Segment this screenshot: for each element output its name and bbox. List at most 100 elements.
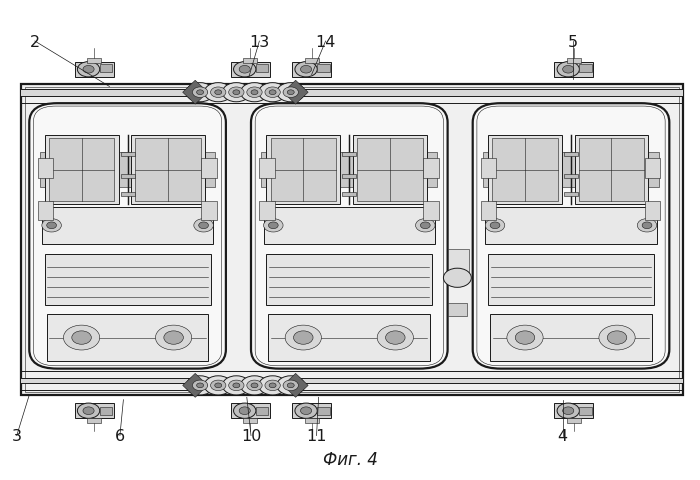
Circle shape xyxy=(223,84,251,103)
Circle shape xyxy=(259,376,286,395)
Circle shape xyxy=(642,223,652,229)
Bar xyxy=(256,407,268,416)
Circle shape xyxy=(194,219,214,232)
Bar xyxy=(483,153,659,187)
Circle shape xyxy=(263,219,283,232)
Bar xyxy=(575,136,648,204)
Bar xyxy=(304,419,318,423)
Bar xyxy=(292,403,331,419)
Bar xyxy=(135,139,201,202)
Bar xyxy=(120,193,134,197)
Circle shape xyxy=(251,383,258,388)
Bar xyxy=(263,207,435,244)
Circle shape xyxy=(259,84,286,103)
Circle shape xyxy=(193,380,208,391)
Circle shape xyxy=(234,403,256,419)
Circle shape xyxy=(515,331,535,345)
Circle shape xyxy=(72,331,91,345)
Circle shape xyxy=(269,383,276,388)
Text: 6: 6 xyxy=(115,428,125,443)
Circle shape xyxy=(42,219,62,232)
Circle shape xyxy=(386,331,405,345)
Bar xyxy=(120,153,134,157)
Circle shape xyxy=(269,91,276,96)
Circle shape xyxy=(247,380,262,391)
Bar xyxy=(579,139,644,202)
Bar xyxy=(488,136,562,204)
Circle shape xyxy=(300,407,312,415)
Bar xyxy=(75,403,113,419)
Circle shape xyxy=(490,223,500,229)
Circle shape xyxy=(563,407,574,415)
Bar xyxy=(21,85,683,395)
Bar xyxy=(260,159,274,178)
Bar xyxy=(567,59,581,63)
Circle shape xyxy=(64,325,99,350)
Circle shape xyxy=(557,403,580,419)
Circle shape xyxy=(285,325,321,350)
Bar xyxy=(447,303,467,316)
Bar xyxy=(260,202,274,220)
Bar xyxy=(564,153,578,157)
Bar xyxy=(262,153,438,187)
Bar xyxy=(564,193,578,197)
Bar xyxy=(342,174,356,178)
Circle shape xyxy=(78,403,99,419)
Bar xyxy=(256,64,268,73)
Text: 3: 3 xyxy=(12,428,22,443)
Circle shape xyxy=(239,66,251,74)
Circle shape xyxy=(295,62,317,78)
Circle shape xyxy=(229,88,244,98)
Text: 4: 4 xyxy=(558,428,568,443)
Circle shape xyxy=(283,380,298,391)
Bar xyxy=(645,202,660,220)
FancyBboxPatch shape xyxy=(473,104,669,369)
Bar xyxy=(87,419,101,423)
Circle shape xyxy=(608,331,626,345)
Circle shape xyxy=(287,383,294,388)
Circle shape xyxy=(233,91,240,96)
Circle shape xyxy=(197,91,204,96)
Circle shape xyxy=(377,325,414,350)
Bar xyxy=(317,407,330,416)
Circle shape xyxy=(83,66,94,74)
Circle shape xyxy=(155,325,192,350)
Circle shape xyxy=(276,376,304,395)
Circle shape xyxy=(215,383,222,388)
Text: 2: 2 xyxy=(30,35,40,49)
Text: 11: 11 xyxy=(307,428,327,443)
Bar xyxy=(49,139,114,202)
Bar xyxy=(481,202,496,220)
Bar xyxy=(266,136,340,204)
Circle shape xyxy=(199,223,209,229)
Circle shape xyxy=(251,91,258,96)
Circle shape xyxy=(241,376,268,395)
Bar xyxy=(564,174,578,178)
Circle shape xyxy=(300,66,312,74)
Bar xyxy=(492,139,558,202)
Circle shape xyxy=(265,380,280,391)
Circle shape xyxy=(287,91,294,96)
Circle shape xyxy=(563,66,574,74)
Bar xyxy=(424,159,438,178)
Bar xyxy=(488,255,654,305)
Bar xyxy=(481,159,496,178)
Bar xyxy=(40,153,216,187)
Bar xyxy=(75,62,113,78)
Circle shape xyxy=(211,380,226,391)
Bar xyxy=(342,153,356,157)
Bar xyxy=(42,207,214,244)
Circle shape xyxy=(557,62,580,78)
Bar xyxy=(21,85,683,395)
Bar xyxy=(25,88,679,392)
Bar xyxy=(580,407,592,416)
Bar xyxy=(21,90,683,97)
Circle shape xyxy=(215,91,222,96)
Text: 10: 10 xyxy=(241,428,261,443)
Bar xyxy=(342,193,356,197)
Circle shape xyxy=(247,88,262,98)
Circle shape xyxy=(295,403,317,419)
Circle shape xyxy=(234,62,256,78)
Circle shape xyxy=(211,88,226,98)
Circle shape xyxy=(193,88,208,98)
